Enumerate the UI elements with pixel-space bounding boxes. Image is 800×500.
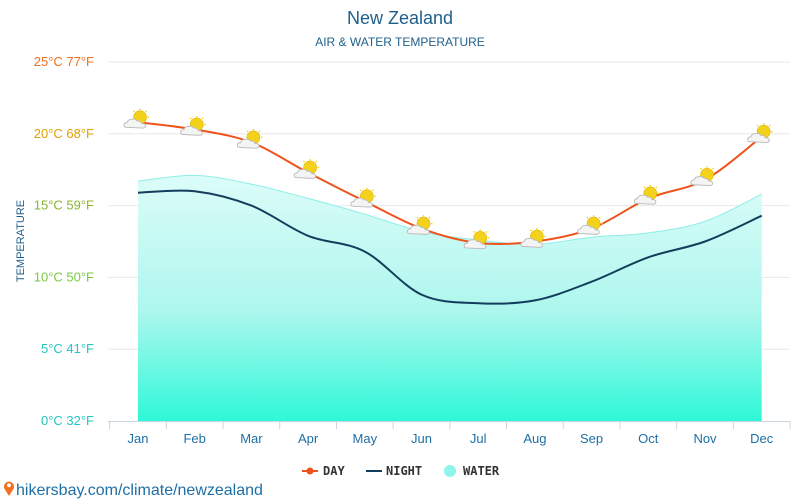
legend-day-marker bbox=[306, 467, 314, 475]
legend: DAY NIGHT WATER bbox=[302, 464, 500, 478]
weather-icons bbox=[123, 108, 774, 250]
y-axis-label: TEMPERATURE bbox=[15, 200, 27, 282]
chart-subtitle: AIR & WATER TEMPERATURE bbox=[315, 35, 485, 49]
sun-behind-cloud-icon bbox=[293, 158, 320, 180]
sun-behind-cloud-icon bbox=[633, 184, 660, 205]
water-area-layer bbox=[137, 174, 762, 421]
location-pin-icon bbox=[3, 481, 15, 496]
night-line bbox=[137, 189, 763, 305]
x-tick-label: Oct bbox=[638, 431, 659, 446]
y-tick-label: 25°C 77°F bbox=[34, 54, 94, 69]
y-tick-label: 5°C 41°F bbox=[41, 341, 94, 356]
x-tick-label: Dec bbox=[750, 431, 774, 446]
y-tick-labels: 0°C 32°F 5°C 41°F 10°C 50°F 15°C 59°F 20°C 6… bbox=[34, 54, 94, 428]
x-tick-label: Sep bbox=[580, 431, 603, 446]
y-tick-label: 15°C 59°F bbox=[34, 198, 94, 213]
legend-water-marker bbox=[444, 465, 456, 477]
y-tick-label: 0°C 32°F bbox=[41, 413, 94, 428]
site-url: hikersbay.com/climate/newzealand bbox=[16, 482, 263, 499]
sun-behind-cloud-icon bbox=[690, 165, 717, 187]
x-tick-label: Nov bbox=[693, 431, 717, 446]
sun-behind-cloud-icon bbox=[350, 187, 377, 208]
site-watermark[interactable]: hikersbay.com/climate/newzealand bbox=[3, 481, 263, 499]
sun-behind-cloud-icon bbox=[747, 122, 774, 144]
y-tick-label: 10°C 50°F bbox=[34, 269, 94, 284]
chart-title: New Zealand bbox=[347, 8, 453, 28]
sun-behind-cloud-icon bbox=[520, 227, 547, 249]
x-tick-label: May bbox=[353, 431, 378, 446]
legend-day-label: DAY bbox=[323, 464, 345, 478]
x-tick-label: Mar bbox=[240, 431, 263, 446]
x-tick-label: Jul bbox=[470, 431, 487, 446]
x-tick-label: Aug bbox=[523, 431, 546, 446]
x-tick-labels: Jan Feb Mar Apr May Jun Jul Aug Sep Oct Nov Dec bbox=[109, 421, 791, 446]
legend-water-label: WATER bbox=[463, 464, 500, 478]
legend-item-water[interactable]: WATER bbox=[444, 464, 500, 478]
legend-night-label: NIGHT bbox=[386, 464, 422, 478]
sun-behind-cloud-icon bbox=[123, 108, 150, 129]
sun-behind-cloud-icon bbox=[576, 214, 604, 236]
x-tick-label: Jan bbox=[128, 431, 149, 446]
water-area bbox=[138, 175, 762, 421]
sun-behind-cloud-icon bbox=[179, 115, 207, 136]
x-tick-label: Feb bbox=[183, 431, 205, 446]
legend-item-night[interactable]: NIGHT bbox=[366, 464, 422, 478]
y-tick-label: 20°C 68°F bbox=[34, 126, 94, 141]
x-tick-label: Apr bbox=[298, 431, 319, 446]
x-tick-label: Jun bbox=[411, 431, 432, 446]
legend-item-day[interactable]: DAY bbox=[302, 464, 345, 478]
